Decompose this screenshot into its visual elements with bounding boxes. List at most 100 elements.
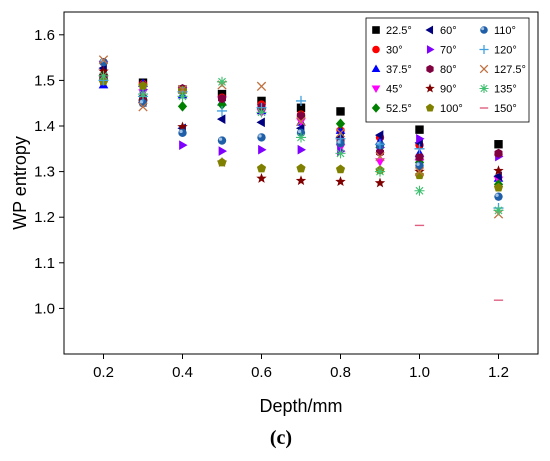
data-points [98, 55, 504, 301]
data-point [216, 105, 228, 116]
y-tick-label: 1.3 [34, 164, 55, 181]
legend-marker [425, 25, 434, 35]
data-point [494, 140, 503, 149]
data-point [335, 125, 346, 134]
legend-label: 150° [494, 103, 517, 115]
data-point [335, 164, 346, 174]
legend-marker [372, 26, 380, 34]
data-point [414, 170, 425, 180]
data-point [375, 158, 385, 167]
data-point [493, 182, 504, 192]
data-point [414, 166, 425, 177]
data-point [179, 140, 188, 150]
data-point [137, 89, 149, 100]
legend-box [365, 17, 530, 123]
data-point [374, 177, 386, 188]
panel-label: (c) [270, 427, 292, 449]
data-point [335, 118, 346, 129]
data-point [374, 139, 386, 150]
series-13 [98, 70, 504, 216]
legend-label: 60° [440, 25, 457, 37]
data-point [296, 116, 306, 127]
legend-label: 100° [440, 103, 463, 115]
legend-label: 52.5° [386, 103, 412, 115]
data-point [336, 107, 345, 116]
data-point [218, 94, 226, 104]
data-point [177, 91, 188, 102]
legend-marker [371, 85, 381, 94]
legend-label: 30° [386, 45, 403, 57]
y-tick-label: 1.1 [34, 255, 55, 272]
data-point [335, 128, 346, 138]
data-point [414, 143, 425, 154]
data-point [295, 95, 307, 106]
data-point [335, 148, 346, 159]
axis-ticks: 0.2 0.4 0.6 0.8 1.0 1.2 1.0 1.1 1.2 1.3 1.4 1.5 1.6 [34, 27, 509, 381]
data-point [414, 185, 425, 196]
legend-marker [480, 26, 488, 34]
data-point [217, 99, 227, 110]
data-point [98, 70, 109, 81]
legend-marker [371, 64, 381, 73]
data-point [296, 163, 306, 173]
data-point [295, 132, 307, 143]
x-axis-title: Depth/mm [259, 396, 342, 416]
data-point [217, 136, 227, 145]
data-point [177, 101, 188, 112]
data-point [138, 81, 148, 90]
y-tick-label: 1.0 [34, 300, 55, 317]
data-point [218, 146, 228, 156]
data-point [256, 163, 267, 173]
y-axis-title: WP entropy [10, 136, 30, 230]
legend-label: 70° [440, 45, 457, 57]
legend-label: 45° [386, 84, 403, 96]
y-tick-label: 1.2 [34, 209, 55, 226]
legend-marker [479, 44, 489, 55]
legend-label: 110° [494, 25, 516, 37]
data-point [258, 144, 267, 155]
x-tick-label: 0.6 [251, 364, 272, 381]
legend-label: 90° [440, 84, 457, 96]
x-tick-label: 0.2 [93, 364, 114, 381]
legend-label: 135° [494, 84, 517, 96]
data-point [256, 81, 267, 91]
data-point [257, 133, 266, 142]
data-point [138, 102, 148, 112]
legend-marker [425, 103, 435, 112]
data-point [416, 133, 425, 144]
x-tick-label: 0.8 [330, 364, 351, 381]
y-tick-label: 1.4 [34, 118, 55, 135]
data-point [256, 172, 267, 183]
data-point [177, 121, 188, 132]
data-point [297, 144, 307, 155]
x-tick-label: 1.2 [488, 364, 509, 381]
x-tick-label: 0.4 [172, 364, 193, 381]
legend-label: 120° [494, 45, 517, 57]
legend-label: 22.5° [386, 25, 412, 37]
data-point [256, 107, 267, 118]
data-point [216, 76, 228, 87]
data-point [494, 148, 503, 158]
data-point [415, 152, 424, 162]
data-point [98, 55, 109, 65]
data-point [216, 114, 226, 124]
data-point [374, 130, 384, 140]
data-point [177, 84, 188, 95]
data-point [295, 175, 307, 186]
legend-label: 37.5° [386, 64, 412, 76]
data-point [256, 117, 265, 128]
legend-marker [479, 83, 489, 94]
data-point [375, 151, 385, 162]
data-point [296, 103, 306, 112]
data-point [98, 65, 109, 76]
x-tick-label: 1.0 [409, 364, 430, 381]
data-point [217, 157, 227, 167]
data-point [335, 133, 346, 144]
legend-marker [479, 64, 489, 74]
data-point [415, 125, 424, 134]
y-tick-label: 1.5 [34, 72, 55, 89]
data-point [493, 205, 504, 216]
legend: 22.5° 30° 37.5° 45° 52.5° 60° 70° 80° 90° 100° 110… [365, 17, 530, 123]
